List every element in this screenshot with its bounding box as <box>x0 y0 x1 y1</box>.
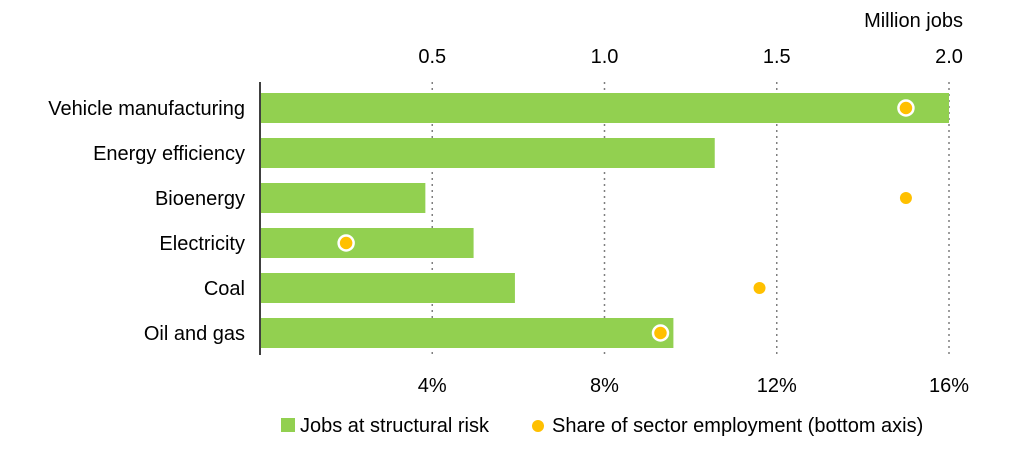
point <box>899 192 912 204</box>
point <box>753 282 766 294</box>
bottom-tick-label: 12% <box>757 375 797 397</box>
category-label: Energy efficiency <box>93 143 245 165</box>
legend-label-bar: Jobs at structural risk <box>300 415 490 437</box>
category-label: Vehicle manufacturing <box>48 98 245 120</box>
bottom-tick-label: 4% <box>418 375 447 397</box>
top-tick-label: 1.5 <box>763 46 791 68</box>
top-tick-label: 1.0 <box>591 46 619 68</box>
legend-swatch-point <box>532 420 544 432</box>
category-label: Coal <box>204 278 245 300</box>
top-tick-label: 2.0 <box>935 46 963 68</box>
legend: Jobs at structural risk Share of sector … <box>281 415 923 437</box>
bottom-tick-label: 8% <box>590 375 619 397</box>
point <box>337 234 355 252</box>
category-label: Bioenergy <box>155 188 245 210</box>
bar <box>261 318 674 348</box>
bars <box>261 93 949 348</box>
category-label: Oil and gas <box>144 323 245 345</box>
top-axis-ticks: 0.5 1.0 1.5 2.0 <box>418 46 963 68</box>
bottom-axis-ticks: 4% 8% 12% 16% <box>418 375 969 397</box>
top-axis-title: Million jobs <box>864 10 963 32</box>
bar <box>261 273 515 303</box>
legend-swatch-bar <box>281 418 295 432</box>
bar <box>261 138 715 168</box>
category-labels: Vehicle manufacturing Energy efficiency Bi… <box>48 98 245 345</box>
bar <box>261 183 426 213</box>
point <box>651 324 670 342</box>
bar <box>261 93 949 123</box>
bar <box>261 228 474 258</box>
point <box>897 99 915 117</box>
legend-label-point: Share of sector employment (bottom axis) <box>552 415 923 437</box>
bottom-tick-label: 16% <box>929 375 969 397</box>
category-label: Electricity <box>159 233 245 255</box>
top-tick-label: 0.5 <box>418 46 446 68</box>
points <box>337 99 915 342</box>
